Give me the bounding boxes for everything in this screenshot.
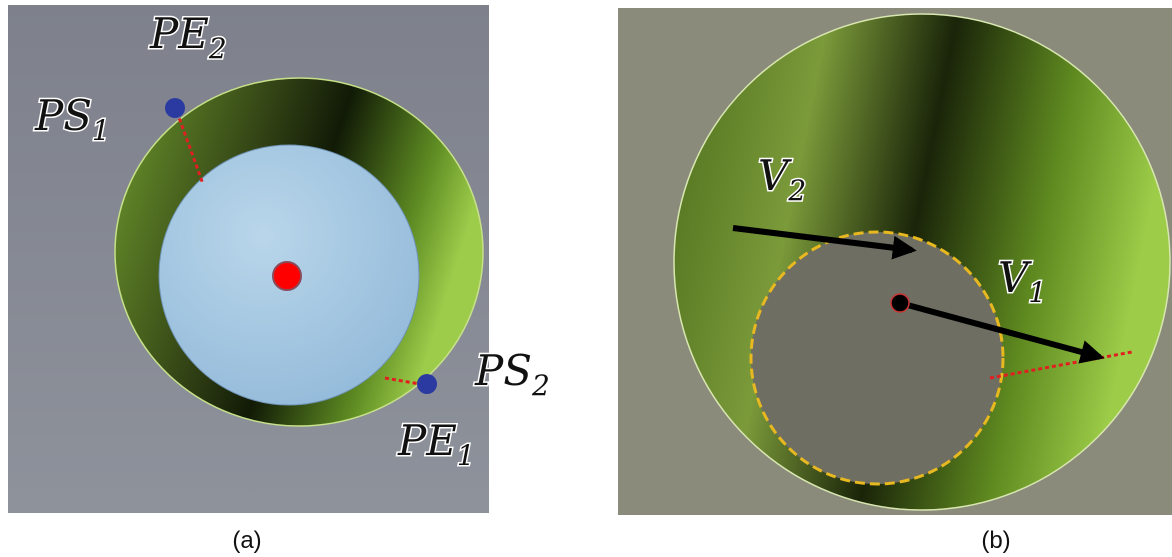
center-point: [891, 294, 909, 312]
inner-disc: [751, 232, 1003, 484]
caption: (b): [981, 527, 1010, 554]
math-label: PS2: [474, 346, 550, 402]
label-base: V: [998, 253, 1032, 302]
label-base: PE: [149, 9, 209, 58]
label-base: PS: [474, 346, 532, 395]
label-subscript: 2: [787, 174, 806, 207]
label-base: PS: [34, 91, 92, 140]
label-base: V: [758, 151, 792, 200]
label-subscript: 1: [92, 114, 110, 147]
label-subscript: 2: [208, 32, 227, 65]
label-subscript: 1: [457, 439, 475, 472]
figure: PE2PS1PS2PE1V2V1(a)(b): [0, 0, 1172, 557]
label-subscript: 2: [531, 369, 550, 402]
label-subscript: 1: [1028, 276, 1046, 309]
label-base: PE: [397, 416, 457, 465]
point: [417, 374, 437, 394]
caption: (a): [232, 527, 261, 554]
point: [165, 98, 185, 118]
center-point: [273, 262, 301, 290]
page: {"panel_a": {"labels": [ {"base": "PE", …: [0, 0, 1172, 557]
